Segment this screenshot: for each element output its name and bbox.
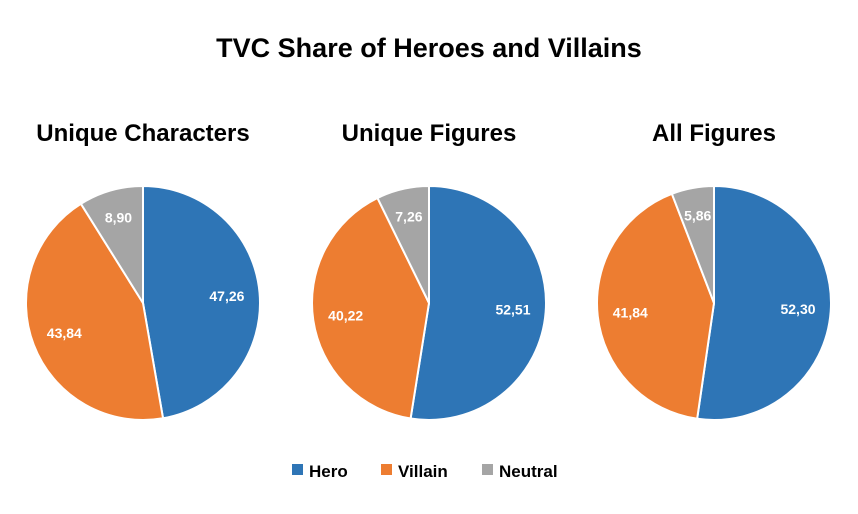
- pie-title: Unique Figures: [342, 120, 517, 147]
- pie-slice-neutral: [79, 184, 144, 307]
- pie-slice-villain: [311, 196, 431, 420]
- pie-slice-neutral: [376, 184, 430, 304]
- legend-label-villain: Villain: [398, 462, 448, 481]
- legend-swatch-hero: [292, 464, 303, 475]
- pie-title: All Figures: [652, 120, 776, 147]
- data-label-villain: 43,84: [47, 325, 82, 341]
- data-label-neutral: 5,86: [684, 208, 711, 224]
- pie-slice-hero: [409, 184, 547, 421]
- chart-title: TVC Share of Heroes and Villains: [216, 33, 642, 63]
- data-label-villain: 40,22: [328, 308, 363, 324]
- legend-swatch-villain: [381, 464, 392, 475]
- data-label-neutral: 7,26: [395, 208, 422, 224]
- pie-slice-neutral: [670, 184, 715, 304]
- legend-swatch-neutral: [482, 464, 493, 475]
- pie-slice-villain: [596, 192, 716, 420]
- pie-title: Unique Characters: [36, 120, 249, 147]
- legend: Hero Villain Neutral: [292, 462, 558, 481]
- data-label-hero: 52,30: [780, 301, 815, 317]
- pie-all-figures: All Figures 52,30 41,84 5,86: [596, 120, 832, 421]
- pie-slice-villain: [25, 202, 165, 421]
- legend-label-neutral: Neutral: [499, 462, 558, 481]
- pie-unique-figures: Unique Figures 52,51 40,22 7,26: [311, 120, 547, 421]
- pie-slice-hero: [696, 184, 832, 421]
- data-label-hero: 47,26: [209, 288, 244, 304]
- data-label-neutral: 8,90: [105, 210, 132, 226]
- data-label-hero: 52,51: [495, 302, 530, 318]
- legend-label-hero: Hero: [309, 462, 348, 481]
- data-label-villain: 41,84: [613, 304, 648, 320]
- pie-slice-hero: [142, 184, 261, 420]
- pie-unique-characters: Unique Characters 47,26 43,84 8,90: [25, 120, 261, 421]
